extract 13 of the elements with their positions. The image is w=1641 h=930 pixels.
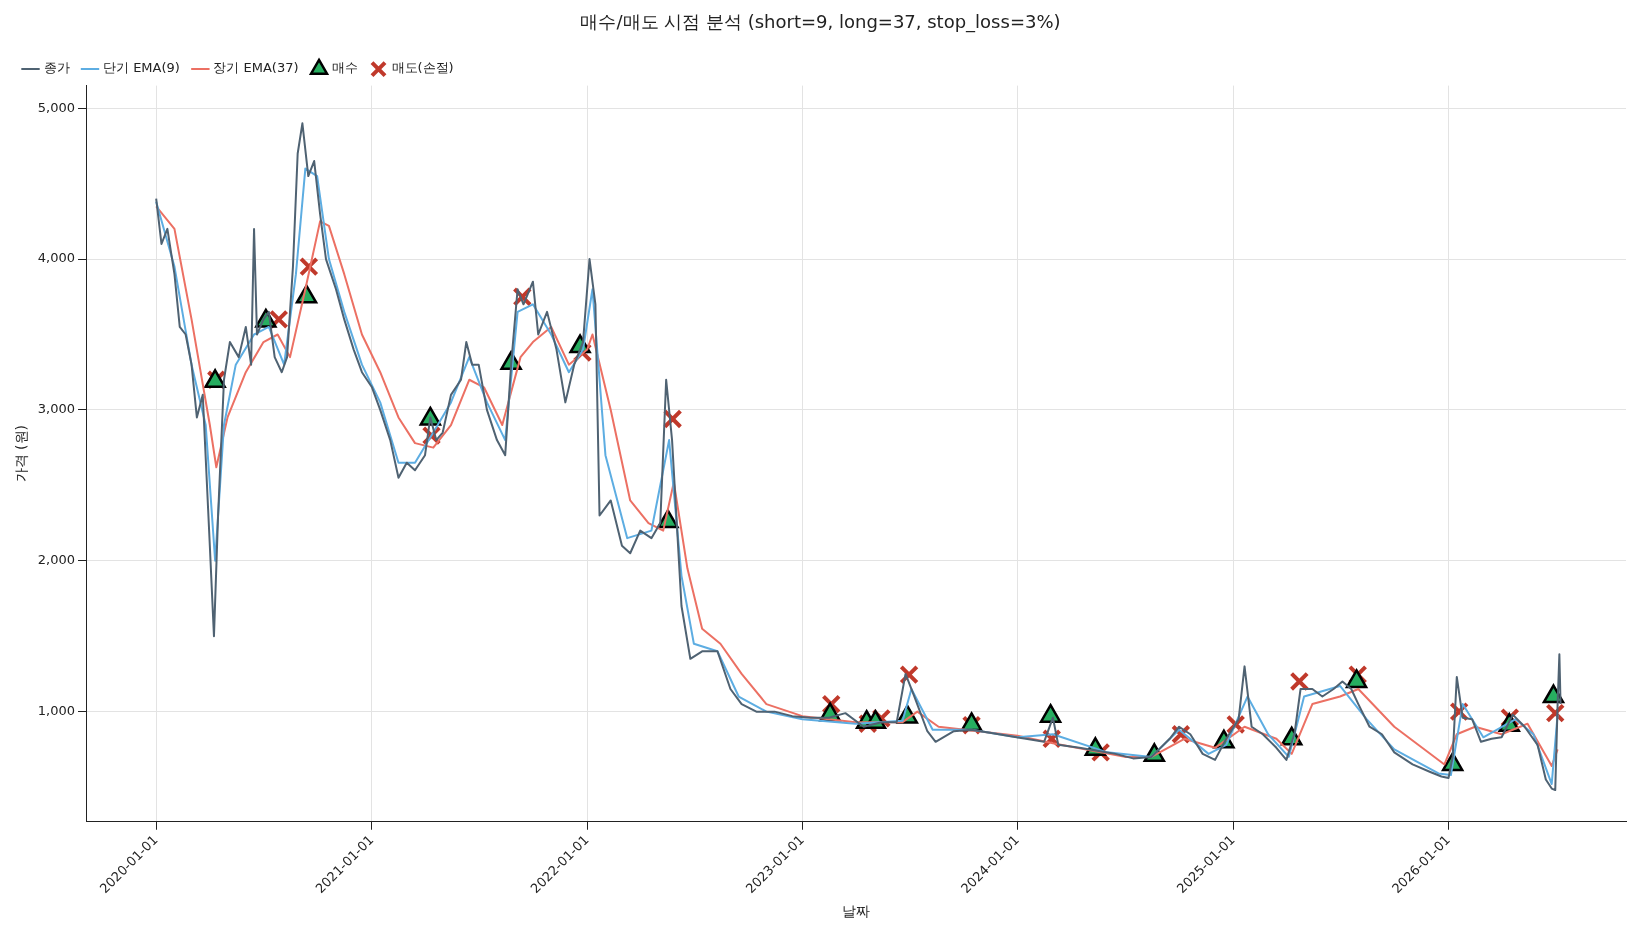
legend-label: 매수 xyxy=(332,60,359,76)
y-tick-label: 1,000 xyxy=(37,703,76,718)
y-tick-label: 4,000 xyxy=(37,250,76,266)
legend-label: 장기 EMA(37) xyxy=(213,60,299,76)
legend-label: 매도(손절) xyxy=(391,60,454,76)
chart-title: 매수/매도 시점 분석 (short=9, long=37, stop_loss=3%) xyxy=(580,11,1061,34)
x-axis-title: 날짜 xyxy=(842,903,871,920)
y-tick-label: 2,000 xyxy=(37,552,76,568)
y-tick-label: 5,000 xyxy=(37,99,76,115)
legend-label: 단기 EMA(9) xyxy=(103,60,180,76)
y-axis-title: 가격 (원) xyxy=(13,424,30,483)
legend-label: 종가 xyxy=(43,60,70,76)
y-tick-label: 3,000 xyxy=(37,401,76,417)
